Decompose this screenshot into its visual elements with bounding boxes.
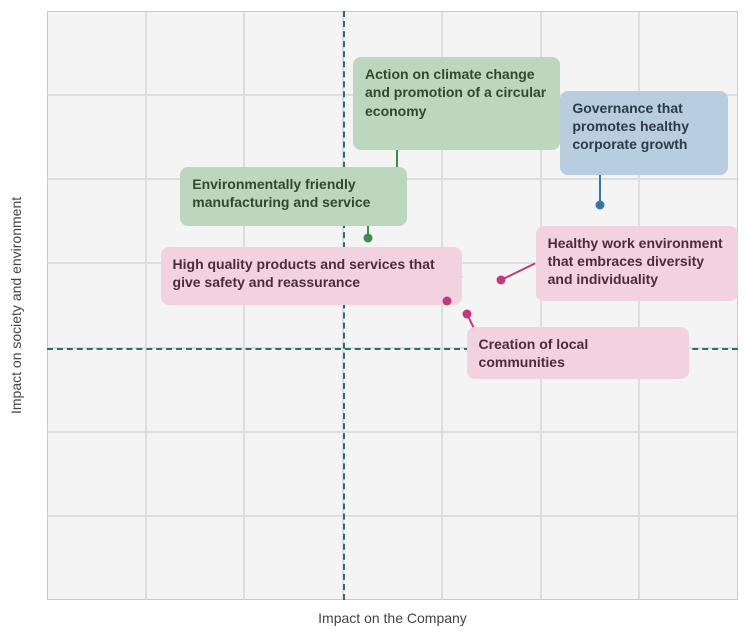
- point-diversity: [497, 276, 506, 285]
- grid-cell: [639, 516, 738, 600]
- topic-quality: High quality products and services that …: [161, 247, 462, 306]
- grid-cell: [442, 516, 541, 600]
- grid-cell: [639, 432, 738, 516]
- grid-cell: [146, 516, 245, 600]
- topic-diversity: Healthy work environment that embraces d…: [536, 226, 738, 302]
- grid-cell: [343, 516, 442, 600]
- x-axis-label: Impact on the Company: [47, 610, 738, 626]
- grid-cell: [146, 432, 245, 516]
- topic-climate: Action on climate change and promotion o…: [353, 57, 560, 150]
- grid-cell: [47, 179, 146, 263]
- grid-cell: [244, 348, 343, 432]
- grid-cell: [541, 432, 640, 516]
- grid-cell: [244, 11, 343, 95]
- grid-cell: [343, 432, 442, 516]
- grid-cell: [47, 95, 146, 179]
- topic-env-mfg: Environmentally friendly manufacturing a…: [180, 167, 407, 226]
- grid-cell: [47, 348, 146, 432]
- midline-vertical: [343, 11, 345, 600]
- point-governance: [595, 200, 604, 209]
- point-quality: [442, 297, 451, 306]
- grid-cell: [47, 432, 146, 516]
- grid-cell: [541, 516, 640, 600]
- grid-cell: [442, 432, 541, 516]
- topic-governance: Governance that promotes healthy corpora…: [560, 91, 728, 175]
- point-communities: [462, 309, 471, 318]
- grid-cell: [47, 516, 146, 600]
- materiality-matrix: Impact on the Company Impact on society a…: [0, 0, 750, 636]
- point-env-mfg: [363, 234, 372, 243]
- grid-cell: [146, 348, 245, 432]
- grid-cell: [639, 11, 738, 95]
- grid-cell: [146, 11, 245, 95]
- grid-cell: [244, 516, 343, 600]
- grid-cell: [343, 348, 442, 432]
- grid-cell: [47, 11, 146, 95]
- grid-cell: [244, 432, 343, 516]
- y-axis-label: Impact on society and environment: [8, 11, 24, 600]
- topic-communities: Creation of local communities: [467, 327, 689, 379]
- grid-cell: [47, 263, 146, 347]
